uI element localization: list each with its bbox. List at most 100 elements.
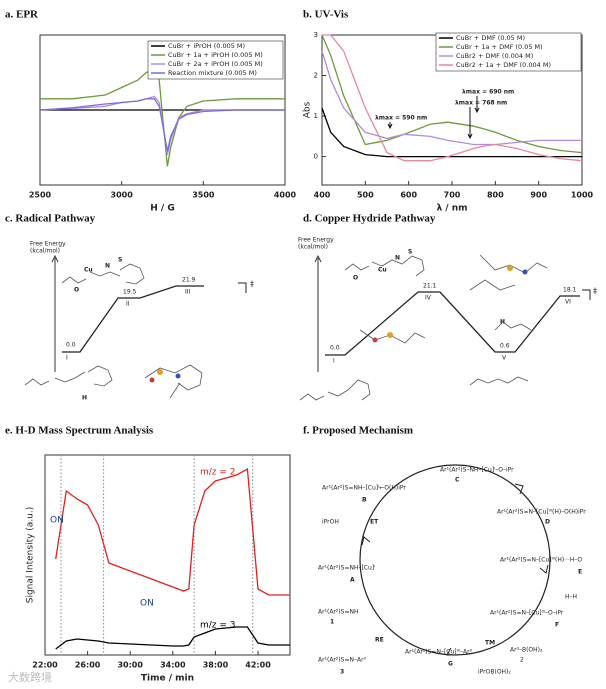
structure bbox=[24, 365, 113, 387]
energy-value: 0.0 bbox=[66, 342, 76, 349]
annotation: ON bbox=[50, 516, 64, 526]
annotation: ON bbox=[140, 599, 154, 609]
axis-arrow bbox=[314, 254, 322, 263]
panel-title: d. Copper Hydride Pathway bbox=[303, 213, 436, 225]
legend-label: CuBr + 1a + iPrOH (0.005 M) bbox=[168, 51, 263, 59]
atom-label: H bbox=[82, 395, 87, 402]
legend-label: CuBr + 1a + DMF (0.05 M) bbox=[456, 43, 543, 51]
step-label: ET bbox=[370, 519, 379, 526]
atom-label: O bbox=[353, 275, 358, 282]
atom-sphere bbox=[507, 265, 513, 271]
step-label: TM bbox=[485, 640, 495, 647]
atom-label: N bbox=[395, 255, 400, 262]
x-tick-label: 34:00 bbox=[160, 661, 186, 670]
legend-label: CuBr + iPrOH (0.005 M) bbox=[168, 42, 245, 50]
annotation-arrow bbox=[474, 96, 480, 114]
species: Ar¹(Ar²)S=N–[Cu]ᴵᴵᴵ(H)···H–O bbox=[500, 557, 582, 564]
y-tick-label: 1 bbox=[314, 112, 318, 120]
annotation: λmax = 690 nm bbox=[462, 89, 514, 96]
axis-label: (kcal/mol) bbox=[30, 248, 60, 255]
x-tick-label: 800 bbox=[487, 191, 504, 200]
state-label: I bbox=[333, 358, 335, 365]
node-label: B bbox=[362, 497, 367, 504]
state-label: I bbox=[66, 355, 68, 362]
3d-structure bbox=[144, 364, 203, 399]
atom-label: S bbox=[118, 257, 122, 264]
species: Ar¹(Ar²)S=NH–[Cu]ᴵ←O(H)iPr bbox=[322, 485, 406, 492]
series-line bbox=[321, 51, 582, 146]
axis-label: Free Energy bbox=[30, 241, 66, 248]
species: Ar¹(Ar²)S–NH–[Cu]ᴵ–O–iPr bbox=[440, 467, 514, 474]
legend-label: CuBr + DMF (0.05 M) bbox=[456, 34, 525, 42]
reagent: iPrOB(OH)₂ bbox=[478, 669, 511, 676]
atom-sphere bbox=[522, 269, 528, 275]
energy-value: 18.1 bbox=[563, 287, 577, 294]
x-tick-label: 700 bbox=[444, 191, 461, 200]
atom-sphere bbox=[149, 377, 155, 383]
structure bbox=[469, 321, 532, 386]
x-tick-label: 400 bbox=[314, 191, 331, 200]
axis-label: (kcal/mol) bbox=[298, 244, 328, 251]
x-tick-label: 38:00 bbox=[203, 661, 229, 670]
series-line bbox=[321, 107, 582, 158]
chart-title: e. H-D Mass Spectrum Analysis bbox=[5, 425, 154, 437]
series-line bbox=[321, 34, 583, 154]
legend-label: CuBr2 + DMF (0.004 M) bbox=[456, 52, 533, 60]
reagent: iPrOH bbox=[322, 519, 339, 526]
node-label: F bbox=[555, 622, 559, 629]
energy-profile bbox=[62, 285, 204, 353]
x-tick-label: 3000 bbox=[111, 191, 134, 200]
reagent: H–H bbox=[565, 594, 577, 601]
legend-box bbox=[147, 40, 284, 80]
x-tick-label: 4000 bbox=[274, 191, 297, 200]
series-line bbox=[39, 98, 285, 152]
species: Ar¹(Ar²)S=N–[Cu]ᴵᴵᴵ–Ar³ bbox=[405, 649, 473, 656]
x-axis-label: H / G bbox=[150, 204, 174, 214]
x-tick-label: 42:00 bbox=[245, 661, 271, 670]
series-line bbox=[55, 467, 290, 596]
energy-profile bbox=[325, 291, 580, 356]
legend-label: CuBr + 2a + iPrOH (0.005 M) bbox=[168, 60, 263, 68]
x-tick-label: 1000 bbox=[571, 191, 594, 200]
node-label: 3 bbox=[340, 669, 344, 676]
energy-value: 0.6 bbox=[500, 343, 510, 350]
x-tick-label: 500 bbox=[357, 191, 374, 200]
y-axis-label: Abs bbox=[303, 101, 313, 118]
x-tick-label: 26:00 bbox=[75, 661, 101, 670]
legend-label: CuBr2 + 1a + DMF (0.004 M) bbox=[456, 61, 551, 69]
atom-sphere bbox=[387, 332, 393, 338]
3d-structure bbox=[359, 254, 548, 344]
atom-sphere bbox=[175, 373, 181, 379]
node-label: C bbox=[455, 477, 460, 484]
x-axis-label: Time / min bbox=[141, 674, 194, 684]
y-tick-label: 0 bbox=[314, 153, 318, 161]
x-tick-label: 30:00 bbox=[117, 661, 143, 670]
species: Ar¹(Ar²)S=N–[Cu]ᴵᴵᴵ–O–iPr bbox=[490, 610, 564, 617]
step-label: RE bbox=[375, 637, 384, 644]
reagent: Ar³–B(OH)₂ bbox=[510, 647, 543, 654]
legend: CuBr + DMF (0.05 M)CuBr + 1a + DMF (0.05… bbox=[435, 32, 582, 72]
atom-label: N bbox=[105, 263, 110, 270]
atom-label: O bbox=[74, 287, 79, 294]
state-label: III bbox=[185, 289, 191, 296]
series-line bbox=[40, 67, 285, 167]
axis-arrow bbox=[51, 254, 59, 263]
atom-label: Cu bbox=[378, 267, 387, 274]
energy-value: 21.9 bbox=[182, 277, 196, 284]
atom-label: H bbox=[500, 319, 505, 326]
state-label: IV bbox=[425, 295, 432, 302]
node-label: D bbox=[545, 519, 550, 526]
species: Ar¹(Ar²)S=NH–[Cu]ᴵ bbox=[318, 565, 375, 572]
plot-frame bbox=[44, 454, 291, 656]
energy-value: 21.1 bbox=[423, 283, 437, 290]
node-label: A bbox=[350, 577, 355, 584]
x-tick-label: 2500 bbox=[29, 191, 52, 200]
species: Ar¹(Ar²)S=N–[Cu]ᴵᴵᴵ(H)–O(H)iPr bbox=[497, 509, 586, 516]
watermark: 大数跨境 bbox=[8, 670, 52, 684]
panel-title: f. Proposed Mechanism bbox=[303, 425, 413, 437]
y-tick-label: 2 bbox=[314, 72, 318, 80]
node-label: G bbox=[448, 661, 453, 668]
species: Ar¹(Ar²)S=NH bbox=[318, 609, 358, 616]
x-tick-label: 22:00 bbox=[32, 661, 58, 670]
